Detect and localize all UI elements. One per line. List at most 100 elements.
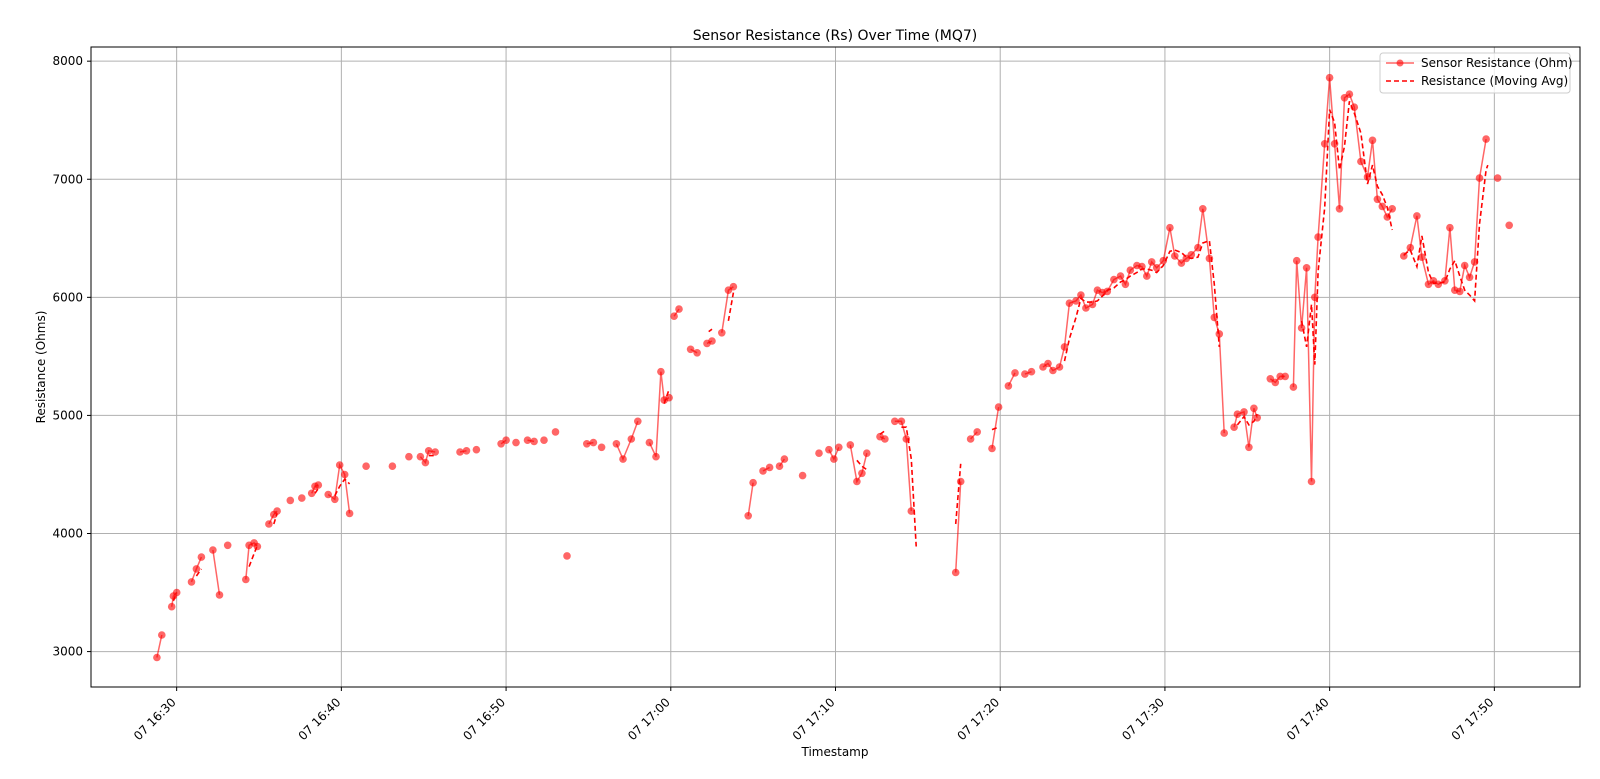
resistance-point [897, 417, 906, 426]
resistance-point [612, 440, 621, 448]
moving-avg-line [954, 463, 962, 525]
resistance-point [775, 462, 784, 471]
resistance-point [512, 438, 520, 447]
resistance-point [1143, 272, 1151, 280]
resistance-point [551, 428, 560, 436]
resistance-point [1441, 277, 1449, 285]
resistance-point [1281, 372, 1289, 381]
resistance-point [1159, 256, 1168, 265]
resistance-point [1194, 243, 1202, 252]
resistance-point [825, 445, 833, 454]
resistance-point [1335, 205, 1344, 213]
resistance-line [1403, 138, 1487, 293]
resistance-point [1475, 174, 1484, 182]
resistance-line [747, 482, 754, 516]
resistance-point [1116, 272, 1125, 280]
resistance-point [1357, 157, 1365, 166]
resistance-point [1446, 223, 1454, 232]
resistance-point [187, 578, 196, 586]
resistance-point [314, 481, 323, 489]
y-tick-label: 7000 [52, 172, 83, 186]
resistance-point [1311, 293, 1319, 302]
resistance-line [954, 481, 962, 573]
resistance-line [894, 420, 913, 512]
resistance-point [798, 471, 807, 480]
resistance-point [815, 449, 823, 458]
resistance-point [973, 428, 981, 436]
resistance-point [765, 463, 774, 472]
resistance-point [192, 565, 201, 573]
resistance-point [424, 447, 433, 455]
resistance-point [1152, 264, 1161, 272]
resistance-point [708, 337, 716, 345]
resistance-point [902, 435, 911, 443]
x-tick-label: 07 16:30 [131, 695, 179, 743]
resistance-point [324, 490, 333, 499]
grid [91, 47, 1580, 687]
moving-avg-line [856, 459, 868, 471]
resistance-point [1199, 205, 1207, 213]
x-tick-label: 07 17:20 [954, 695, 1002, 743]
resistance-point [286, 496, 295, 505]
resistance-point [583, 440, 591, 448]
resistance-point [956, 477, 965, 486]
resistance-point [675, 305, 683, 313]
x-tick-label: 07 17:00 [625, 695, 673, 743]
resistance-point [1363, 173, 1372, 181]
resistance-point [502, 436, 510, 445]
resistance-point [1126, 266, 1135, 275]
resistance-point [1325, 73, 1334, 82]
resistance-point [209, 546, 217, 554]
moving-avg-line [1063, 239, 1221, 362]
resistance-point [1177, 259, 1186, 267]
resistance-point [431, 448, 440, 456]
resistance-point [1027, 367, 1036, 376]
resistance-point [863, 449, 871, 458]
resistance-line [212, 549, 221, 596]
resistance-point [951, 568, 960, 577]
y-tick-label: 8000 [52, 54, 83, 68]
resistance-point [891, 417, 899, 426]
ticks: 07 16:30 07 16:40 07 16:50 07 17:00 07 17:10… [52, 54, 1496, 743]
resistance-point [1220, 429, 1228, 437]
resistance-point [1110, 275, 1118, 284]
resistance-point [1350, 103, 1359, 111]
resistance-point [253, 542, 262, 551]
chart-title: Sensor Resistance (Rs) Over Time (MQ7) [693, 28, 978, 44]
resistance-point [1253, 414, 1261, 422]
resistance-point [265, 520, 273, 528]
x-tick-label: 07 17:40 [1284, 695, 1332, 743]
resistance-point [858, 469, 866, 478]
resistance-point [1330, 140, 1339, 148]
resistance-point [1103, 287, 1112, 296]
resistance-point [1406, 243, 1415, 252]
resistance-point [1250, 404, 1258, 413]
x-axis-label: Timestamp [801, 745, 869, 759]
moving-avg-line [708, 328, 713, 333]
resistance-point [1240, 408, 1248, 416]
resistance-point [1292, 256, 1301, 265]
resistance-point [1049, 366, 1057, 375]
resistance-point [1082, 304, 1090, 312]
resistance-point [307, 489, 316, 498]
resistance-point [1088, 300, 1097, 309]
resistance-line [991, 406, 1000, 449]
resistance-point [1044, 359, 1052, 368]
resistance-point [1297, 324, 1306, 332]
resistance-line [849, 444, 868, 484]
resistance-point [153, 653, 161, 662]
resistance-point [523, 436, 532, 445]
resistance-point [1147, 258, 1156, 266]
resistance-point [1289, 383, 1298, 391]
resistance-point [966, 435, 975, 443]
resistance-point [1314, 233, 1322, 241]
resistance-point [670, 312, 678, 321]
resistance-point [749, 478, 757, 487]
resistance-point [1302, 264, 1311, 272]
resistance-point [759, 467, 767, 475]
resistance-point [172, 588, 181, 597]
series-layer [153, 73, 1513, 662]
resistance-point [1470, 258, 1479, 266]
moving-avg-line [314, 488, 319, 494]
x-tick-label: 07 16:40 [296, 695, 344, 743]
